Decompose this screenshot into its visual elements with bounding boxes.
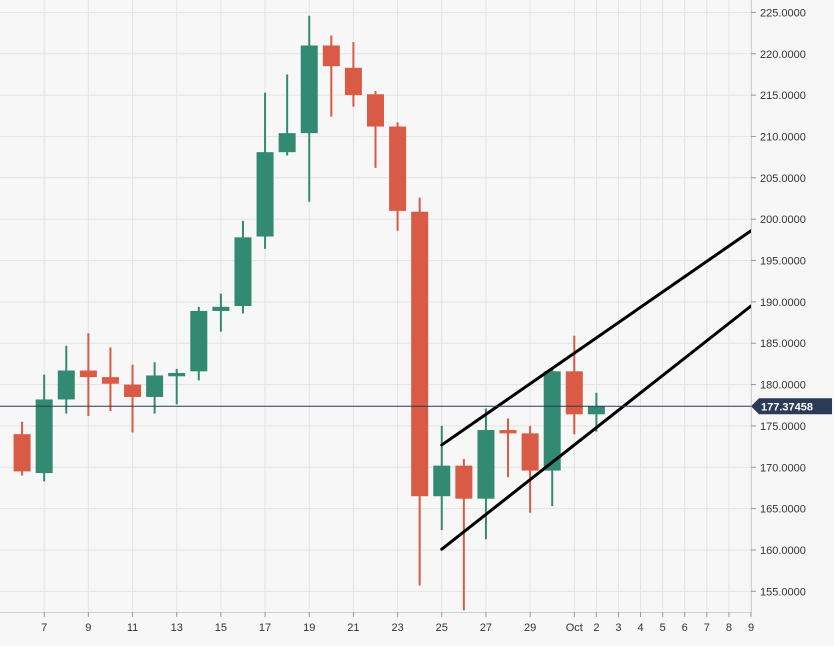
y-tick-label: 155.0000 bbox=[760, 586, 806, 598]
candle-2021-09-28 bbox=[499, 418, 517, 478]
candle-body bbox=[565, 371, 583, 415]
x-tick-label: 25 bbox=[436, 622, 448, 634]
candle-body bbox=[499, 430, 517, 434]
candle-2021-09-17 bbox=[256, 92, 274, 249]
x-tick-label: 13 bbox=[171, 622, 183, 634]
candle-body bbox=[587, 406, 605, 415]
x-tick-label: 8 bbox=[726, 622, 732, 634]
candle-2021-09-24 bbox=[411, 197, 429, 586]
x-tick-label: 6 bbox=[682, 622, 688, 634]
candle-2021-09-12 bbox=[146, 362, 164, 414]
candle-body bbox=[411, 211, 429, 497]
candle-2021-09-15 bbox=[212, 293, 230, 332]
candle-body bbox=[344, 67, 362, 96]
candle-body bbox=[234, 237, 252, 306]
x-tick-label: 4 bbox=[637, 622, 643, 634]
candle-body bbox=[124, 384, 142, 397]
trendline-lower bbox=[440, 304, 753, 551]
candle-2021-09-19 bbox=[300, 15, 318, 202]
candle-body bbox=[168, 372, 186, 377]
x-tick-label: 5 bbox=[660, 622, 666, 634]
x-tick-label: 21 bbox=[347, 622, 359, 634]
candle-body bbox=[521, 433, 539, 471]
candle-2021-09-18 bbox=[278, 74, 296, 156]
y-tick-label: 175.0000 bbox=[760, 421, 806, 433]
candle-2021-09-23 bbox=[389, 122, 407, 231]
candle-body bbox=[13, 434, 31, 472]
candle-body bbox=[367, 94, 384, 127]
candle-body bbox=[389, 126, 407, 211]
x-tick-label: 15 bbox=[215, 622, 227, 634]
candle-2021-09-06 bbox=[13, 421, 31, 476]
y-axis-panel bbox=[751, 0, 834, 646]
candle-body bbox=[322, 45, 340, 67]
candle-2021-09-10 bbox=[101, 347, 119, 412]
x-tick-label: 27 bbox=[480, 622, 492, 634]
last-price-label: 177.37458 bbox=[761, 401, 813, 413]
candle-2021-09-29 bbox=[521, 425, 539, 513]
candle-2021-09-08 bbox=[57, 345, 75, 414]
candle-2021-09-16 bbox=[234, 220, 252, 314]
y-tick-label: 225.0000 bbox=[760, 7, 806, 19]
x-tick-label: 17 bbox=[259, 622, 271, 634]
y-tick-label: 185.0000 bbox=[760, 338, 806, 350]
y-tick-label: 200.0000 bbox=[760, 214, 806, 226]
x-tick-label: 7 bbox=[41, 622, 47, 634]
trendline-upper bbox=[440, 229, 753, 447]
x-tick-label: 9 bbox=[85, 622, 91, 634]
y-tick-label: 210.0000 bbox=[760, 131, 806, 143]
last-price-tag: 177.37458 bbox=[751, 398, 832, 415]
y-tick-label: 205.0000 bbox=[760, 173, 806, 185]
candle-2021-09-21 bbox=[344, 42, 362, 107]
candle-2021-09-14 bbox=[190, 306, 208, 381]
x-tick-label: 9 bbox=[748, 622, 754, 634]
candle-body bbox=[256, 152, 274, 237]
candle-body bbox=[278, 133, 296, 153]
x-tick-label: 7 bbox=[704, 622, 710, 634]
candle-body bbox=[190, 310, 208, 372]
candle-2021-09-20 bbox=[322, 35, 340, 117]
candle-2021-09-09 bbox=[79, 333, 97, 416]
candle-body bbox=[35, 399, 53, 474]
y-tick-label: 190.0000 bbox=[760, 297, 806, 309]
x-tick-label: 29 bbox=[524, 622, 536, 634]
candle-body bbox=[212, 306, 230, 311]
candle-body bbox=[477, 430, 495, 499]
x-tick-label: 11 bbox=[127, 622, 138, 634]
candle-body bbox=[543, 371, 561, 471]
candle-body bbox=[57, 370, 75, 400]
x-tick-label: 3 bbox=[615, 622, 621, 634]
trendline-layer bbox=[440, 229, 753, 551]
candle-body bbox=[433, 465, 451, 497]
candle-2021-09-26 bbox=[455, 459, 473, 611]
x-tick-label: 23 bbox=[391, 622, 403, 634]
x-tick-label: 2 bbox=[593, 622, 599, 634]
candle-2021-09-22 bbox=[367, 90, 384, 168]
last-price-tag-shape bbox=[751, 398, 832, 415]
x-tick-label: 19 bbox=[303, 622, 315, 634]
y-tick-label: 180.0000 bbox=[760, 380, 806, 392]
y-tick-label: 220.0000 bbox=[760, 49, 806, 61]
y-tick-label: 170.0000 bbox=[760, 462, 806, 474]
candle-2021-09-11 bbox=[124, 364, 142, 433]
x-tick-label: Oct bbox=[566, 622, 583, 634]
candle-2021-09-27 bbox=[477, 408, 495, 540]
y-tick-label: 215.0000 bbox=[760, 90, 806, 102]
candle-layer bbox=[13, 15, 605, 611]
candle-body bbox=[300, 45, 318, 134]
candle-body bbox=[79, 370, 97, 378]
y-tick-label: 160.0000 bbox=[760, 545, 806, 557]
y-tick-label: 195.0000 bbox=[760, 256, 806, 268]
candle-2021-09-30 bbox=[543, 369, 561, 507]
candle-2021-10-02 bbox=[587, 392, 605, 432]
y-tick-label: 165.0000 bbox=[760, 504, 806, 516]
candle-2021-09-07 bbox=[35, 374, 53, 482]
candle-body bbox=[146, 375, 164, 397]
candle-body bbox=[455, 465, 473, 499]
candle-2021-09-13 bbox=[168, 368, 186, 405]
candle-body bbox=[101, 377, 119, 384]
